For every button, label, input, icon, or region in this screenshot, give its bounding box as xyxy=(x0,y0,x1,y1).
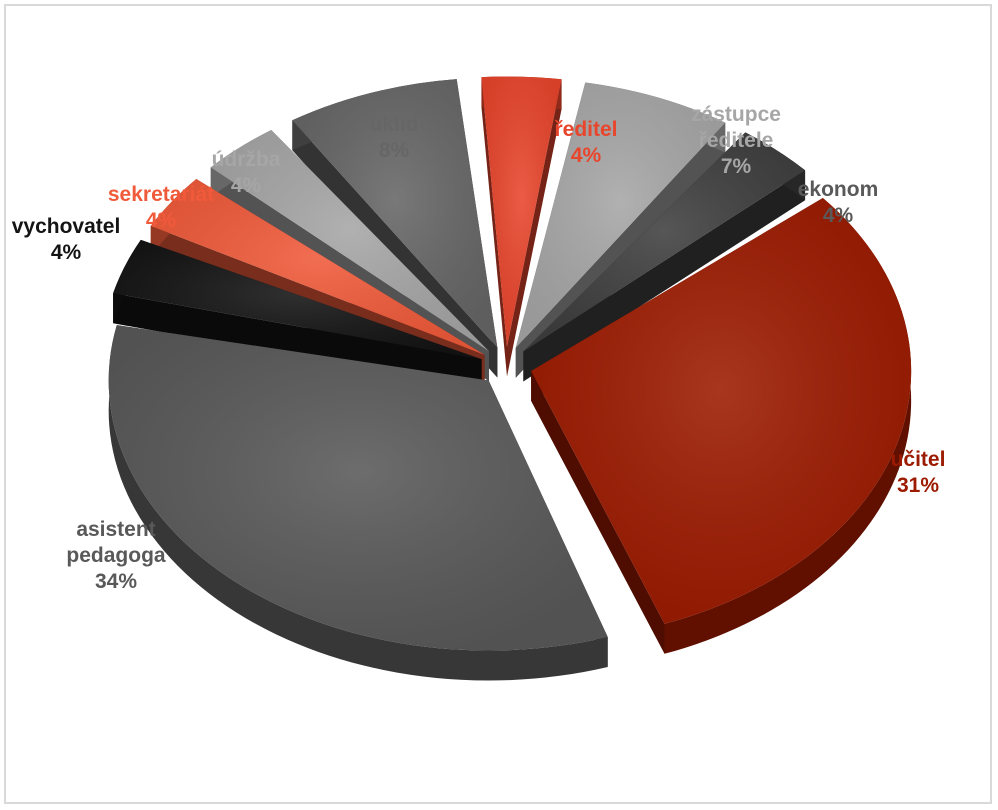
pie-slice xyxy=(531,197,912,654)
slice-name: pedagoga xyxy=(66,544,165,567)
slice-gloss xyxy=(523,132,806,352)
slice-name: zástupce xyxy=(691,103,781,126)
slice-name: údržba xyxy=(212,148,281,171)
slice-outer-wall xyxy=(108,325,608,681)
slice-percent: 4% xyxy=(146,209,177,232)
slice-label: učitel 31% xyxy=(891,448,946,497)
slice-name: vychovatel xyxy=(12,215,121,238)
slice-percent: 4% xyxy=(231,174,262,197)
slice-outer-wall xyxy=(664,197,912,654)
slice-name: ředitele xyxy=(699,129,774,152)
slice-gloss xyxy=(292,79,498,348)
slice-wall xyxy=(523,170,806,382)
slice-wall xyxy=(531,370,665,654)
slice-label: údržba 4% xyxy=(212,148,281,197)
slice-gloss xyxy=(210,129,489,352)
slice-gloss xyxy=(515,82,726,348)
slice-wall xyxy=(113,293,482,390)
pie-slice xyxy=(481,76,562,377)
slice-gloss xyxy=(150,179,485,355)
slice-gloss xyxy=(531,197,912,624)
slice-name: úklid xyxy=(369,113,418,136)
slice-gloss xyxy=(481,76,562,347)
pie-slice xyxy=(523,132,806,382)
slice-wall xyxy=(481,77,507,377)
pie-slice xyxy=(113,239,482,390)
slice-label: vychovatel 4% xyxy=(12,215,121,264)
slice-percent: 7% xyxy=(721,155,752,178)
slice-gloss xyxy=(108,325,608,651)
slice-name: asistent xyxy=(76,518,155,541)
slice-gloss xyxy=(113,239,482,360)
slice-percent: 34% xyxy=(95,570,137,593)
slice-label: asistent pedagoga 34% xyxy=(66,518,165,593)
slice-name: sekretariát xyxy=(108,183,214,206)
slice-label: sekretariát 4% xyxy=(108,183,214,232)
chart-frame: ředitel 4% zástupce ředitele 7% ekonom 4% učite… xyxy=(4,4,992,804)
slice-label: zástupce ředitele 7% xyxy=(691,103,781,178)
slice-label: ekonom 4% xyxy=(798,178,879,227)
slice-name: ekonom xyxy=(798,178,879,201)
slice-percent: 4% xyxy=(823,204,854,227)
slice-label: úklid 8% xyxy=(369,113,418,162)
slice-percent: 31% xyxy=(897,474,939,497)
slice-wall xyxy=(506,79,562,377)
pie-slice xyxy=(108,325,608,681)
pie-chart: ředitel 4% zástupce ředitele 7% ekonom 4% učite… xyxy=(12,76,946,681)
slice-name: ředitel xyxy=(554,118,617,141)
slice-percent: 8% xyxy=(379,139,410,162)
slice-name: učitel xyxy=(891,448,946,471)
pie-slice xyxy=(292,79,498,378)
slice-label: ředitel 4% xyxy=(554,118,617,167)
slice-percent: 4% xyxy=(571,144,602,167)
slice-percent: 4% xyxy=(51,241,82,264)
